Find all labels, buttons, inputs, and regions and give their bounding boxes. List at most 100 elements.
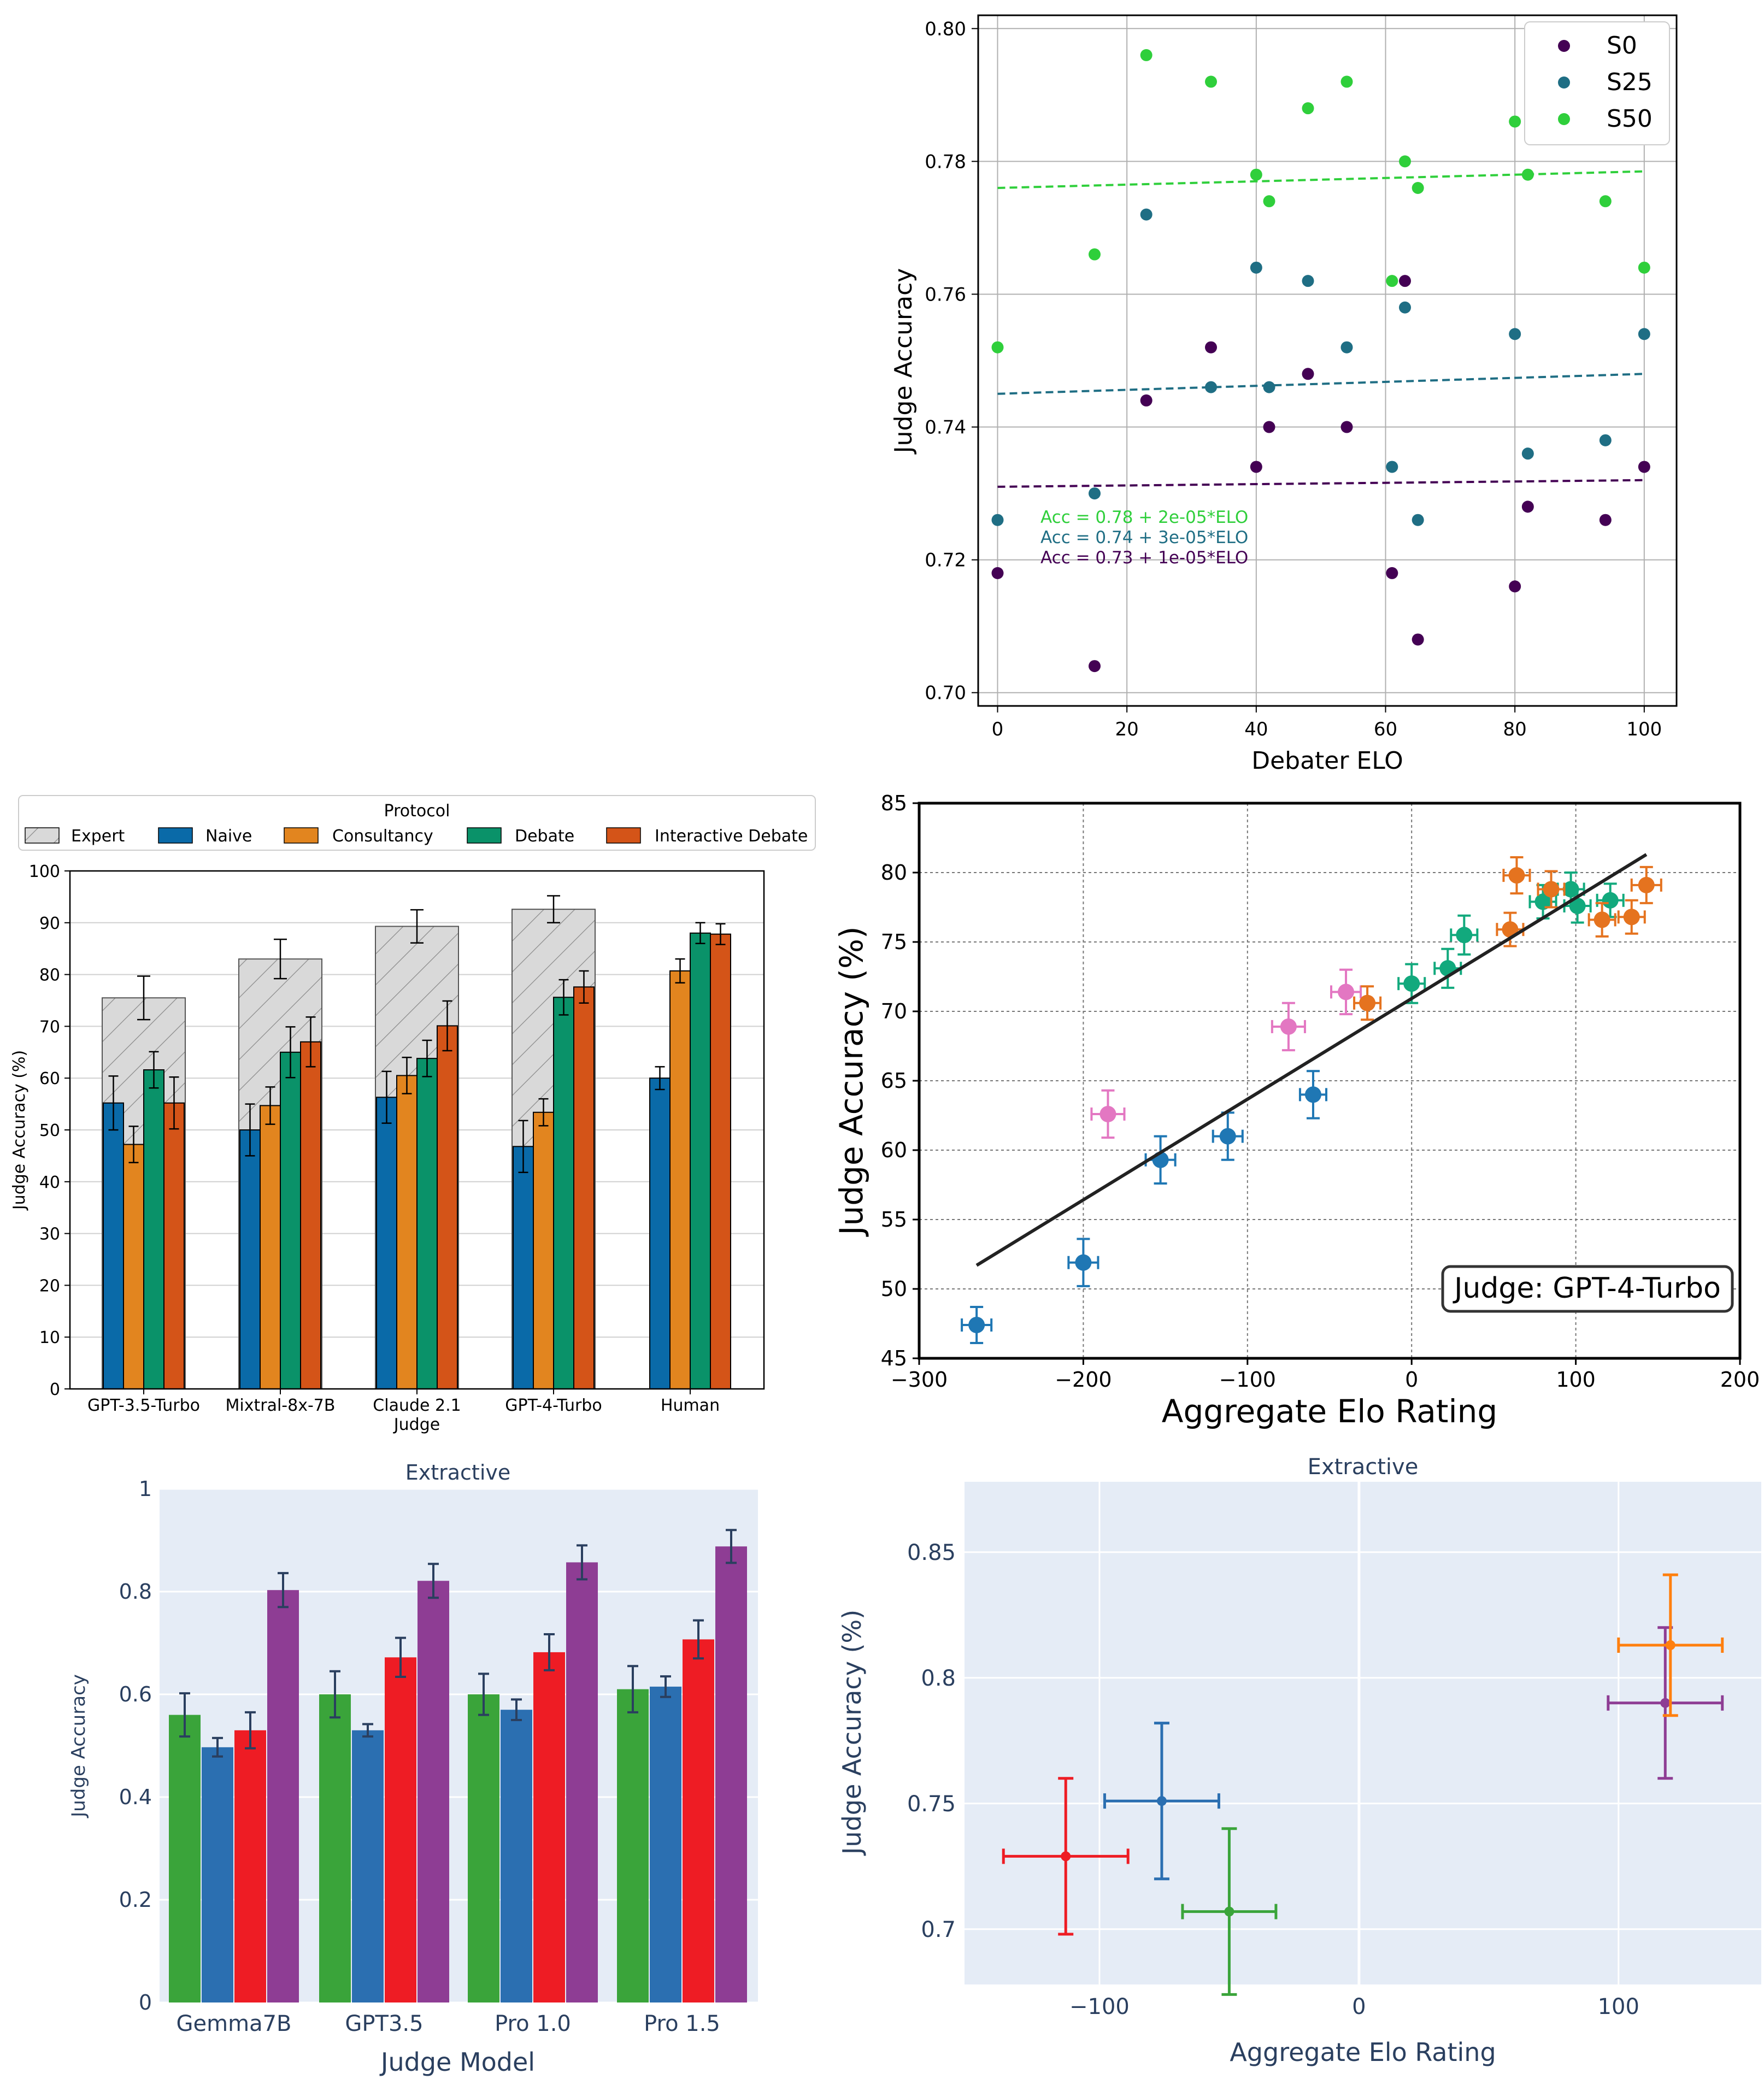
bar [169,1715,201,2002]
legend-label-s50: S50 [1607,105,1653,133]
point-s25 [1638,328,1650,340]
x-axis-label: Debater ELO [1251,747,1403,775]
bar [566,1562,598,2002]
y-tick-label: 0.8 [921,1666,956,1691]
x-tick-label: GPT-3.5-Turbo [87,1396,200,1415]
bar-interactivedebate [710,933,731,1389]
fit-line-s0 [997,479,1644,488]
bar-interactivedebate [300,1041,321,1389]
point-s50 [1302,102,1314,115]
point-s50 [1638,261,1650,274]
point-s0 [1302,368,1314,380]
y-tick-label: 80 [39,966,60,985]
point [1456,927,1473,944]
y-tick-label: 70 [39,1017,60,1036]
y-tick-label: 0.72 [925,550,966,572]
x-tick-label: 100 [1626,718,1662,740]
point [1665,1640,1675,1650]
chart-title: Extractive [1308,1454,1419,1480]
y-tick-label: 65 [881,1069,907,1093]
data-points [961,856,1662,1345]
x-tick-label: 40 [1244,718,1268,740]
bar [468,1694,499,2002]
x-tick-label: Mixtral-8x-7B [226,1396,336,1415]
y-tick-label: 0.7 [921,1917,956,1942]
y-tick-label: 85 [881,791,907,815]
y-axis-label: Judge Accuracy (%) [837,1610,867,1856]
y-tick-label: 0 [139,1990,152,2015]
y-axis-label: Judge Accuracy [68,1674,90,1818]
point [1594,911,1610,928]
bar-naive [513,1146,534,1389]
point-s0 [991,567,1004,579]
y-tick-label: 0.4 [119,1785,152,1809]
plot-frame [977,14,1678,707]
x-tick-label: −300 [891,1368,948,1392]
point [1156,1796,1167,1806]
fit-annotation-s50: Acc = 0.78 + 2e-05*ELO [1040,508,1248,527]
judge-annotation: Judge: GPT-4-Turbo [1453,1272,1721,1305]
bar-consultancy [533,1111,554,1389]
point-s25 [1205,381,1217,393]
point [1152,1151,1169,1168]
point-s25 [1263,381,1275,393]
point [1623,909,1640,926]
point-s50 [1412,182,1424,194]
legend-box [18,795,816,851]
bar-expert [375,926,459,1390]
point [1304,1086,1321,1103]
y-tick-label: 45 [881,1346,907,1370]
legend-marker-s25 [1558,76,1570,89]
bar-consultancy [669,970,691,1389]
y-axis-label: Judge Accuracy (%) [10,1050,29,1211]
data-points [991,49,1650,673]
fit-line-s50 [997,170,1644,189]
legend-label-s0: S0 [1607,32,1637,60]
y-tick-label: 0.6 [119,1682,152,1706]
point [1569,897,1586,914]
point [1280,1018,1297,1035]
bar-debate [143,1069,164,1389]
y-tick-label: 60 [881,1138,907,1162]
legend-swatch-interactive-debate [606,827,641,844]
bar-consultancy [123,1144,144,1389]
grid [160,1488,758,2004]
x-axis-label: Judge [393,1415,440,1434]
y-tick-label: 0 [50,1380,60,1399]
legend-label-naive: Naive [205,827,252,846]
point-s25 [1089,487,1101,500]
x-tick-label: 0 [1405,1368,1418,1392]
point-s0 [1638,461,1650,473]
point-s50 [1263,195,1275,208]
y-tick-label: 70 [881,999,907,1023]
x-tick-label: Pro 1.0 [495,2011,571,2036]
y-tick-label: 100 [29,862,60,881]
y-tick-label: 60 [39,1069,60,1088]
point-s0 [1140,394,1153,407]
data-points [1002,1573,1724,1996]
point-s25 [1509,328,1521,340]
bar [533,1652,565,2002]
y-ticks: 0 0.2 0.4 0.6 0.8 1 [119,1477,152,2015]
bar [617,1689,649,2002]
x-ticks: −300 −200 −100 0 100 200 [891,1358,1760,1392]
legend-box [1524,21,1670,145]
bar [234,1730,266,2002]
point [1099,1105,1116,1122]
bar [683,1639,714,2002]
y-tick-label: 0.74 [925,417,966,439]
x-tick-label: 20 [1115,718,1139,740]
x-tick-label: 100 [1556,1368,1596,1392]
bar-naive [376,1097,397,1389]
bar-debate [690,932,711,1389]
x-tick-label: 60 [1374,718,1397,740]
point-s0 [1412,633,1424,646]
legend-label-interactive-debate: Interactive Debate [655,827,808,846]
fit-lines [997,170,1644,488]
point-s50 [1386,275,1398,287]
point-s50 [1509,115,1521,128]
grid [919,803,1741,1359]
chart-title: Extractive [405,1460,511,1485]
fit-line [975,853,1648,1267]
